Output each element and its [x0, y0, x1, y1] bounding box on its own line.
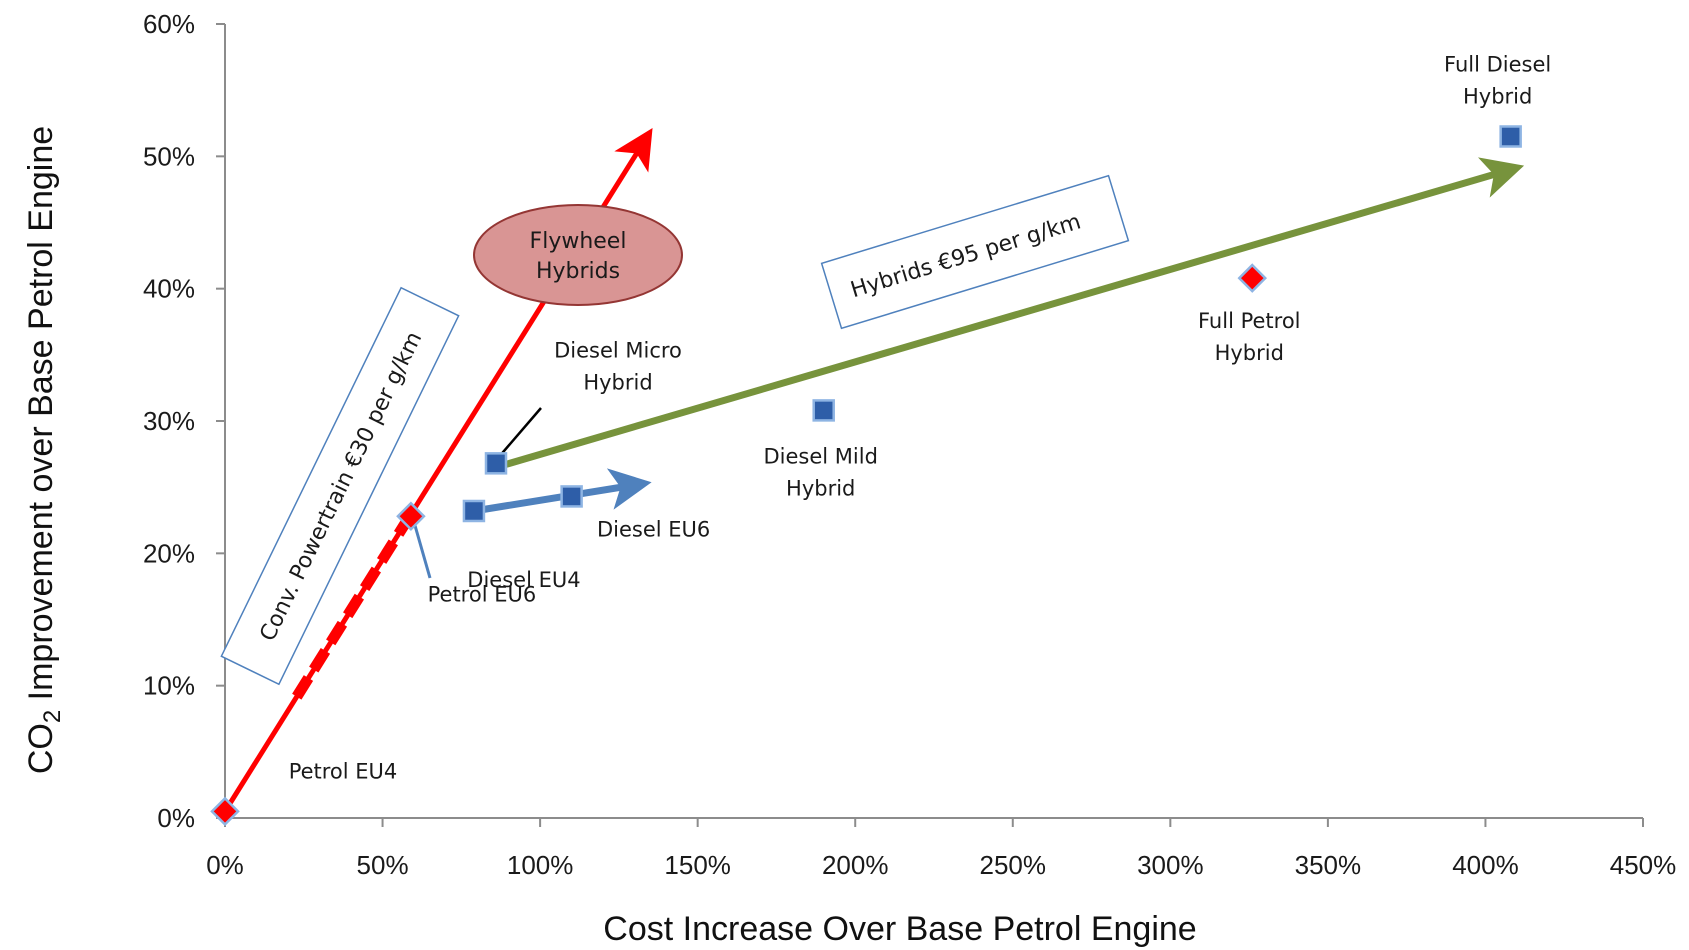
x-tick-label: 150% — [664, 850, 731, 880]
point-label: Full Petrol Hybrid — [1198, 309, 1301, 365]
x-tick-label: 250% — [980, 850, 1047, 880]
data-point-diamond — [210, 796, 240, 827]
data-points — [210, 125, 1522, 827]
point-label: Petrol EU4 — [289, 759, 398, 783]
flywheel-hybrids-ellipse: Flywheel Hybrids — [473, 204, 683, 306]
point-label: Diesel EU4 — [467, 568, 580, 592]
data-point-diamond — [1237, 263, 1268, 293]
x-tick-label: 450% — [1610, 850, 1677, 880]
flywheel-line-1: Flywheel — [530, 229, 627, 254]
data-point-square — [484, 452, 508, 475]
y-tick-label: 40% — [143, 274, 195, 304]
data-point-diamond — [396, 501, 426, 532]
y-tick-label: 10% — [143, 671, 195, 701]
conventional-arrow-dash — [292, 518, 412, 700]
data-point-square — [560, 485, 583, 508]
point-label: Full Diesel Hybrid — [1444, 52, 1551, 108]
data-point-square — [462, 499, 486, 523]
x-tick-label: 300% — [1137, 850, 1204, 880]
data-point-square — [812, 399, 835, 422]
flywheel-line-2: Hybrids — [536, 259, 620, 284]
y-tick-label: 20% — [143, 538, 195, 568]
hybrids-box: Hybrids €95 per g/km — [820, 174, 1130, 330]
x-tick-label: 400% — [1452, 850, 1519, 880]
diesel-arrow — [473, 468, 652, 515]
x-tick-label: 0% — [206, 850, 244, 880]
axes: 0% 10% 20% 30% 40% 50% 60% 0% 50% 100% 150% 200% 250… — [143, 9, 1676, 880]
x-tick-label: 100% — [507, 850, 574, 880]
hybrid-arrow — [495, 157, 1525, 471]
y-tick-label: 30% — [143, 406, 195, 436]
x-tick-label: 200% — [822, 850, 889, 880]
data-point-square — [1499, 125, 1522, 148]
point-label: Petrol EU6 — [428, 582, 537, 606]
point-label: Diesel Mild Hybrid — [764, 444, 878, 500]
point-label: Diesel EU6 — [597, 517, 710, 541]
x-tick-label: 50% — [357, 850, 409, 880]
conv-powertrain-label: Conv. Powertrain €30 per g/km — [255, 328, 427, 645]
y-tick-label: 60% — [143, 9, 195, 39]
point-label: Diesel Micro Hybrid — [554, 338, 682, 394]
diesel-micro-leader — [497, 407, 542, 459]
x-axis-title: Cost Increase Over Base Petrol Engine — [603, 910, 1196, 948]
trend-arrows — [222, 128, 1525, 813]
y-axis-title: CO2 Improvement over Base Petrol Engine — [22, 126, 66, 774]
y-tick-label: 50% — [143, 141, 195, 171]
y-tick-label: 0% — [157, 803, 195, 833]
x-tick-label: 350% — [1295, 850, 1362, 880]
